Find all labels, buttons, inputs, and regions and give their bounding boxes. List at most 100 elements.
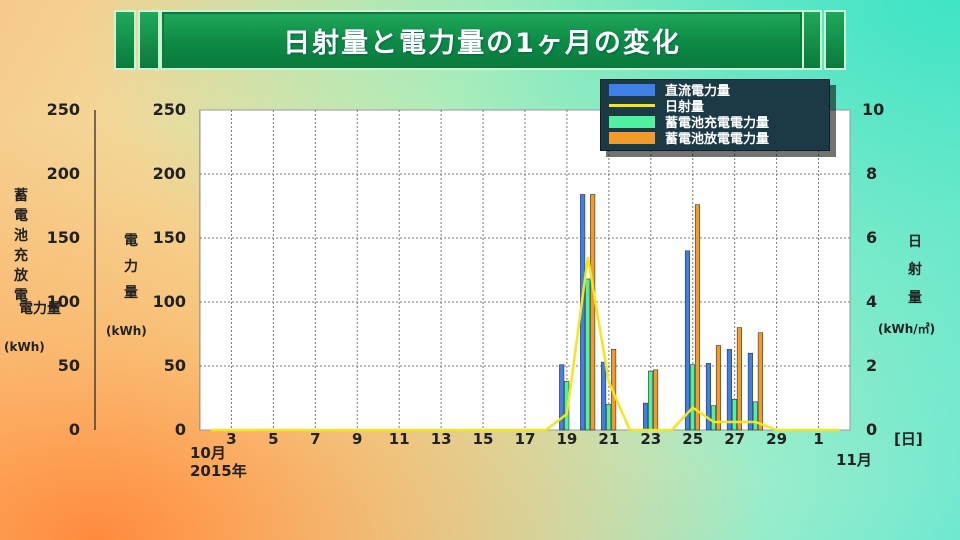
x-tick-label: 3 [226, 430, 236, 448]
r-tick: 4 [866, 292, 878, 311]
lo-char-0: 蓄 [14, 188, 28, 204]
x-tick-label: 27 [724, 430, 745, 448]
legend-swatch-solar [609, 104, 655, 107]
legend: 直流電力量 日射量 蓄電池充電電力量 蓄電池放電電力量 [600, 79, 830, 151]
bar [757, 332, 763, 431]
bar [689, 364, 696, 431]
bar [643, 402, 649, 431]
legend-item-dc: 直流電力量 [609, 82, 731, 99]
bar [590, 194, 596, 431]
x-tick-label: 23 [640, 430, 661, 448]
solar-line-group [210, 256, 840, 432]
bar [705, 363, 712, 431]
chart-title: 日射量と電力量の1ヶ月の変化 [283, 27, 681, 59]
lo-tick: 0 [68, 420, 80, 439]
legend-swatch-discharge [609, 131, 655, 144]
bar [752, 401, 758, 431]
lo2-char-0: 電 [19, 301, 33, 317]
r-char-0: 日 [908, 234, 922, 250]
r-tick: 0 [866, 420, 878, 439]
bar [559, 364, 565, 431]
title-deco-right-2 [824, 10, 846, 70]
title-bar: 日射量と電力量の1ヶ月の変化 [160, 10, 804, 70]
r-tick: 8 [866, 164, 878, 183]
lo-char-3: 充 [14, 248, 28, 264]
r-tick: 2 [866, 356, 878, 375]
bar [601, 361, 607, 431]
li-char-2: 量 [124, 285, 138, 301]
bar [585, 278, 591, 431]
solar-line [210, 256, 840, 432]
li-tick: 100 [152, 292, 186, 311]
x-tick-label: 15 [473, 430, 494, 448]
x-tick-label: 1 [813, 430, 823, 448]
x-start-year: 2015年 [190, 462, 247, 480]
lo-char-2: 池 [14, 228, 28, 244]
bar [684, 250, 691, 431]
lo-tick: 150 [46, 228, 80, 247]
x-tick-label: 7 [310, 430, 320, 448]
x-tick-label: 11 [389, 430, 410, 448]
legend-label-solar: 日射量 [665, 100, 705, 115]
left-outer-unit: (kWh) [4, 340, 45, 354]
left-inner-axis-label: 電 力 量 [120, 228, 142, 306]
li-tick: 150 [152, 228, 186, 247]
r-char-1: 射 [908, 262, 922, 278]
li-tick: 200 [152, 164, 186, 183]
bar [731, 398, 737, 431]
lo-tick: 100 [46, 292, 80, 311]
grid-lines [200, 110, 850, 430]
left-outer-axis-label-2: 電力量 [10, 300, 70, 318]
bar [694, 204, 701, 431]
li-tick: 0 [174, 420, 186, 439]
title-deco-left-1 [114, 10, 136, 70]
legend-swatch-dc [609, 83, 655, 96]
x-tick-label: 5 [268, 430, 278, 448]
legend-label-discharge: 蓄電池放電電力量 [665, 132, 770, 147]
lo-char-5: 電 [14, 288, 28, 304]
lo2-char-1: 力 [33, 301, 47, 317]
legend-item-charge: 蓄電池充電電力量 [609, 114, 770, 131]
li-tick: 250 [152, 100, 186, 119]
right-unit: (kWh/㎡) [878, 322, 936, 336]
x-tick-label: 17 [515, 430, 536, 448]
x-tick-labels: 3 5 7 9 11 13 15 17 19 21 23 25 27 29 1 [226, 430, 824, 448]
left-outer-axis-label: 蓄 電 池 充 放 電 [10, 186, 32, 306]
x-tick-label: 25 [682, 430, 703, 448]
legend-label-charge: 蓄電池充電電力量 [665, 116, 770, 131]
left-axis-lines [94, 110, 201, 430]
legend-item-solar: 日射量 [609, 98, 705, 115]
legend-item-discharge: 蓄電池放電電力量 [609, 130, 770, 147]
x-end-month: 11月 [836, 451, 872, 469]
lo-tick: 50 [57, 356, 80, 375]
bar [710, 405, 717, 431]
r-char-2: 量 [908, 290, 922, 306]
bar [606, 404, 612, 431]
left-inner-unit: (kWh) [106, 324, 147, 338]
x-start-month: 10月 [190, 444, 226, 462]
bar [736, 327, 742, 431]
legend-swatch-charge [609, 115, 655, 128]
x-tick-label: 9 [352, 430, 362, 448]
right-axis-label: 日 射 量 [904, 228, 926, 312]
lo-tick: 250 [46, 100, 80, 119]
bar [726, 349, 732, 431]
lo2-char-2: 量 [47, 301, 61, 317]
bar [648, 370, 654, 431]
li-tick: 50 [163, 356, 186, 375]
bar [715, 345, 722, 431]
x-unit: [日] [894, 430, 923, 448]
x-tick-label: 13 [431, 430, 452, 448]
title-deco-left-2 [138, 10, 160, 70]
bar [747, 352, 753, 431]
x-tick-label: 19 [556, 430, 577, 448]
lo-char-1: 電 [14, 208, 28, 224]
li-char-1: 力 [124, 259, 138, 275]
lo-char-4: 放 [14, 268, 28, 284]
x-tick-label: 29 [766, 430, 787, 448]
li-char-0: 電 [124, 233, 138, 249]
r-tick: 6 [866, 228, 878, 247]
legend-label-dc: 直流電力量 [665, 84, 731, 99]
lo-tick: 200 [46, 164, 80, 183]
